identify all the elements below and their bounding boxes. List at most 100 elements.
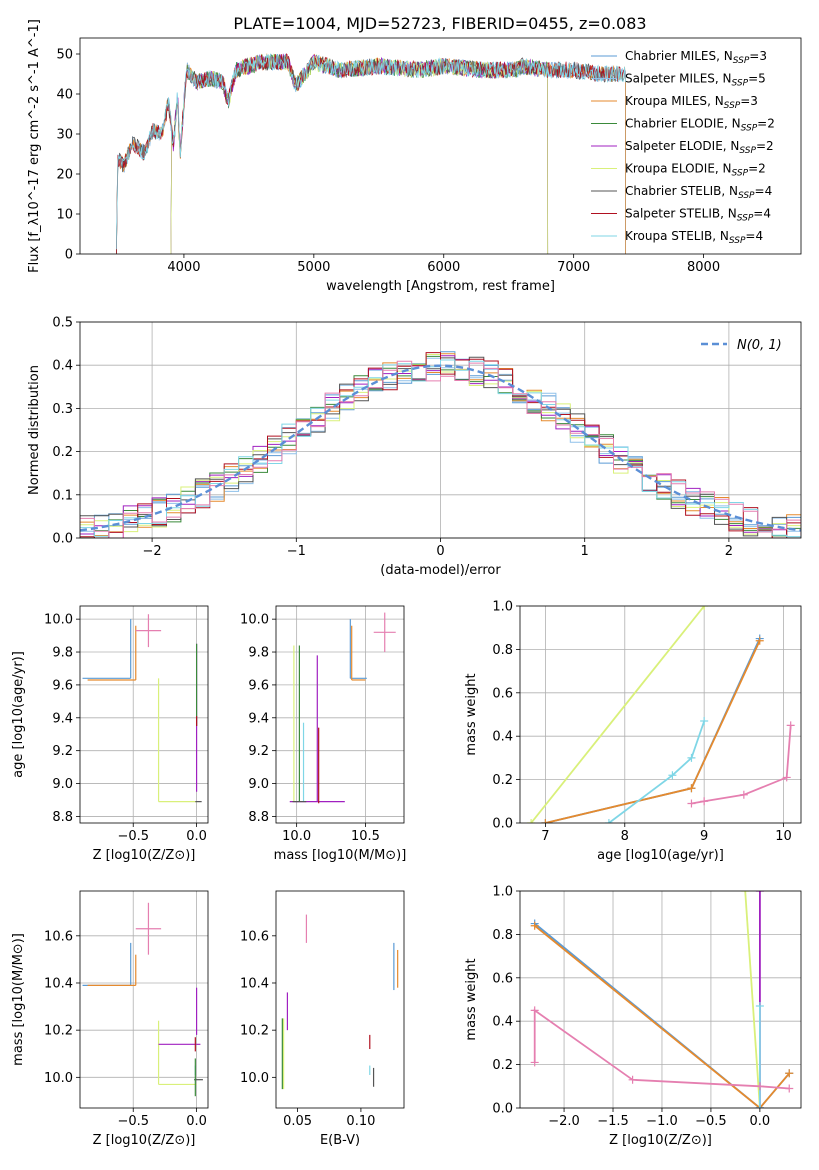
axes-frame bbox=[79, 37, 802, 255]
y-tick-label: 9.6 bbox=[248, 678, 269, 693]
weight-marker bbox=[785, 1084, 794, 1093]
weight-marker bbox=[755, 1104, 764, 1108]
weight-marker bbox=[700, 606, 709, 610]
legend-n: 2 bbox=[767, 117, 775, 131]
y-tick-label: 0 bbox=[65, 248, 73, 263]
weight-marker bbox=[530, 1058, 539, 1067]
y-tick-label: 0.4 bbox=[492, 730, 513, 745]
x-tick-label: −0.5 bbox=[117, 829, 149, 844]
legend-sep: , N bbox=[721, 184, 738, 198]
y-tick-label: 9.6 bbox=[52, 678, 73, 693]
legend-eq: = bbox=[749, 49, 759, 63]
x-tick-label: 2 bbox=[725, 544, 733, 559]
legend-sep: , N bbox=[716, 49, 733, 63]
normal-curve bbox=[79, 364, 802, 532]
weight-marker bbox=[739, 790, 748, 799]
weight-marker bbox=[687, 784, 696, 793]
spectrum-line bbox=[170, 53, 549, 254]
y-axis-label: Flux [f_λ10^-17 erg cm^-2 s^-1 A^-1] bbox=[27, 19, 42, 273]
y-tick-label: 9.2 bbox=[52, 744, 73, 759]
y-tick-label: 10.2 bbox=[240, 1024, 269, 1039]
x-axis-label: Z [log10(Z/Z⊙)] bbox=[93, 848, 196, 863]
panel-z-mass: −0.5 0.0 10.0 10.2 10.4 10.6 Z [log10(Z/Z⊙)] ma… bbox=[11, 891, 208, 1148]
weight-marker bbox=[755, 636, 764, 645]
weight-marker bbox=[700, 717, 709, 726]
panel-z-age: −0.5 0.0 8.8 9.0 9.2 9.4 9.6 9.8 10.0 Z [log10(Z/… bbox=[11, 606, 208, 863]
legend-entry: Kroupa STELIB, NSSP=4 bbox=[625, 229, 763, 246]
weight-marker bbox=[700, 797, 709, 806]
weight-marker bbox=[628, 1075, 637, 1084]
axes-frame bbox=[519, 890, 802, 1109]
legend-sub: SSP bbox=[741, 124, 758, 134]
x-axis-label: Z [log10(Z/Z⊙)] bbox=[93, 1133, 196, 1148]
legend-sub: SSP bbox=[733, 56, 750, 66]
legend-eq: = bbox=[756, 139, 766, 153]
panel-z-weight: −2.0 −1.5 −1.0 −0.5 0.0 0.0 0.2 0.4 0.6 0.8 1.0 Z [… bbox=[464, 885, 801, 1148]
y-tick-label: 0.8 bbox=[492, 643, 513, 658]
weight-line bbox=[534, 925, 790, 1108]
x-tick-label: −1.0 bbox=[646, 1114, 678, 1129]
x-tick-label: 8000 bbox=[687, 260, 720, 275]
spectrum-line bbox=[116, 53, 626, 254]
legend-n: 3 bbox=[750, 94, 758, 108]
x-tick-label: 0.10 bbox=[346, 1114, 375, 1129]
legend-sub: SSP bbox=[732, 79, 749, 89]
legend-name: Kroupa STELIB bbox=[625, 229, 712, 243]
spectrum-line bbox=[116, 53, 626, 250]
weight-marker bbox=[541, 819, 550, 823]
y-tick-label: 10 bbox=[56, 208, 73, 223]
axes-frame bbox=[79, 890, 209, 1109]
y-tick-label: 0.1 bbox=[52, 488, 73, 503]
legend-eq: = bbox=[740, 94, 750, 108]
y-tick-label: 9.4 bbox=[248, 711, 269, 726]
weight-marker bbox=[786, 721, 795, 730]
y-tick-label: 0.6 bbox=[492, 971, 513, 986]
legend-entry: Chabrier MILES, NSSP=3 bbox=[625, 49, 767, 66]
legend-name: Kroupa ELODIE bbox=[625, 162, 715, 176]
x-tick-label: −2.0 bbox=[548, 1114, 580, 1129]
weight-marker bbox=[527, 819, 536, 823]
y-tick-label: 10.0 bbox=[44, 613, 73, 628]
x-tick-label: 0.0 bbox=[186, 829, 207, 844]
legend-entry: Kroupa MILES, NSSP=3 bbox=[625, 94, 758, 111]
y-tick-label: 8.8 bbox=[248, 810, 269, 825]
x-axis-label: age [log10(age/yr)] bbox=[597, 848, 724, 863]
legend-entry: Salpeter ELODIE, NSSP=2 bbox=[625, 139, 774, 156]
y-axis-label: Normed distribution bbox=[27, 365, 42, 495]
y-tick-label: 50 bbox=[56, 48, 73, 63]
x-tick-label: 6000 bbox=[427, 260, 460, 275]
y-tick-label: 10.0 bbox=[240, 613, 269, 628]
panel-age-weight: 7 8 9 10 0.0 0.2 0.4 0.6 0.8 1.0 age [log10(age/yr… bbox=[464, 600, 801, 863]
legend-name: Chabrier STELIB bbox=[625, 184, 721, 198]
weight-marker bbox=[530, 921, 539, 930]
x-tick-label: 7000 bbox=[557, 260, 590, 275]
x-tick-label: 5000 bbox=[297, 260, 330, 275]
y-tick-label: 10.0 bbox=[44, 1071, 73, 1086]
y-tick-label: 0.2 bbox=[52, 445, 73, 460]
weight-line bbox=[691, 725, 792, 805]
y-tick-label: 10.6 bbox=[240, 929, 269, 944]
x-tick-label: 8 bbox=[621, 829, 629, 844]
legend-name: Salpeter ELODIE bbox=[625, 139, 723, 153]
weight-marker bbox=[785, 1069, 794, 1078]
panel-mass-age: 10.0 10.5 8.8 9.0 9.2 9.4 9.6 9.8 10.0 mass [log1… bbox=[240, 606, 406, 863]
x-tick-label: 4000 bbox=[167, 260, 200, 275]
y-tick-label: 9.8 bbox=[52, 646, 73, 661]
legend-eq: = bbox=[745, 229, 755, 243]
weight-marker bbox=[755, 1002, 764, 1011]
legend-sub: SSP bbox=[732, 169, 749, 179]
x-tick-label: 9 bbox=[700, 829, 708, 844]
y-tick-label: 0.5 bbox=[52, 316, 73, 331]
y-tick-label: 9.0 bbox=[52, 777, 73, 792]
x-tick-label: −0.5 bbox=[117, 1114, 149, 1129]
y-tick-label: 0.4 bbox=[492, 1015, 513, 1030]
legend-entry: Chabrier STELIB, NSSP=4 bbox=[625, 184, 772, 201]
x-axis-label: (data-model)/error bbox=[380, 563, 501, 578]
histogram-series bbox=[80, 359, 801, 538]
axes-frame bbox=[79, 605, 209, 824]
y-tick-label: 10.0 bbox=[240, 1071, 269, 1086]
axes-frame bbox=[79, 321, 802, 539]
legend-entry: N(0, 1) bbox=[737, 338, 782, 353]
x-tick-label: 0.0 bbox=[750, 1114, 771, 1129]
